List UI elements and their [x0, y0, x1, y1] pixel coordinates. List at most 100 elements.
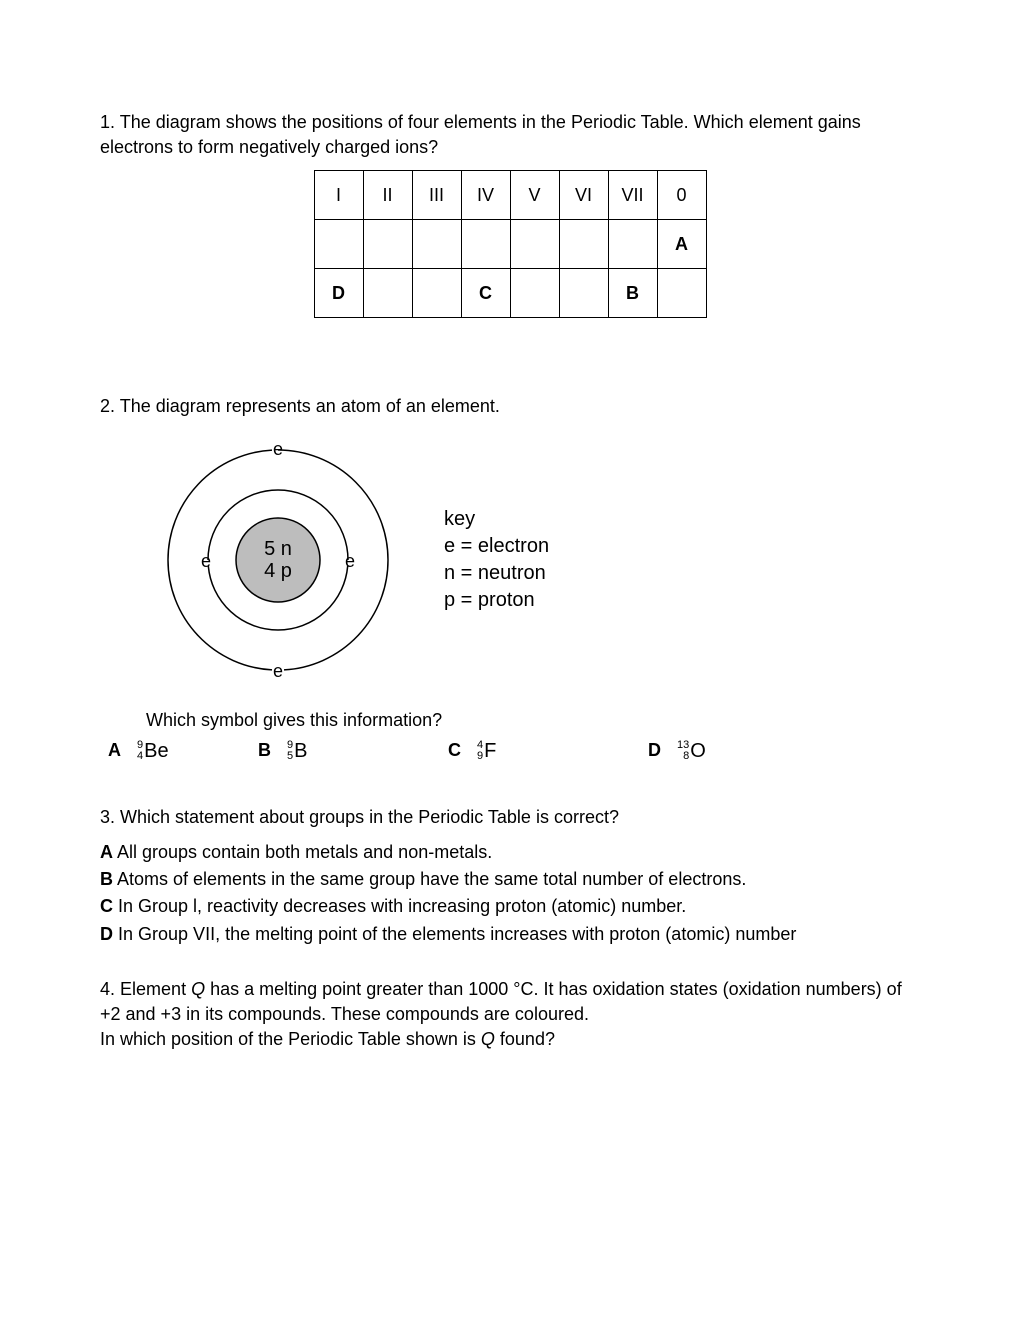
atom-diagram-wrap: 5 n 4 p e e e e key e = electron n = neu…	[148, 430, 920, 690]
question-2: 2. The diagram represents an atom of an …	[100, 394, 920, 764]
option-b: B Atoms of elements in the same group ha…	[100, 867, 920, 892]
q4-line3: In which position of the Periodic Table …	[100, 1027, 920, 1052]
table-header: VII	[608, 171, 657, 220]
key-electron: e = electron	[444, 533, 549, 560]
q1-number: 1.	[100, 112, 115, 132]
table-header: 0	[657, 171, 706, 220]
electron-label: e	[273, 439, 283, 459]
element-q: Q	[481, 1029, 495, 1049]
q2-number: 2.	[100, 396, 115, 416]
nucleus-proton-label: 4 p	[264, 560, 292, 582]
table-header: II	[363, 171, 412, 220]
choice-label: C	[448, 738, 461, 763]
option-text: In Group l, reactivity decreases with in…	[118, 896, 686, 916]
table-cell	[412, 220, 461, 269]
element-q: Q	[191, 979, 205, 999]
q2-prompt: The diagram represents an atom of an ele…	[120, 396, 500, 416]
option-text: In Group VII, the melting point of the e…	[118, 924, 796, 944]
element-symbol: F	[484, 737, 496, 765]
q3-text: 3. Which statement about groups in the P…	[100, 805, 920, 830]
q1-periodic-table: I II III IV V VI VII 0 A D	[314, 170, 707, 318]
q4-number: 4.	[100, 979, 115, 999]
question-4: 4. Element Q has a melting point greater…	[100, 977, 920, 1053]
option-text: All groups contain both metals and non-m…	[117, 842, 492, 862]
option-d: D In Group VII, the melting point of the…	[100, 922, 920, 947]
choice-d: D 13 8 O	[648, 737, 798, 765]
table-cell	[559, 220, 608, 269]
key-neutron: n = neutron	[444, 560, 549, 587]
atom-diagram: 5 n 4 p e e e e	[148, 430, 408, 690]
q2-subquestion: Which symbol gives this information?	[146, 708, 920, 733]
option-label: A	[100, 842, 113, 862]
isotope-notation: 13 8 O	[677, 737, 706, 765]
page: 1. The diagram shows the positions of fo…	[0, 0, 1020, 1152]
isotope-notation: 4 9 F	[477, 737, 496, 765]
choice-c: C 4 9 F	[448, 737, 648, 765]
atomic-number: 8	[677, 751, 689, 762]
q3-number: 3.	[100, 807, 115, 827]
option-a: A All groups contain both metals and non…	[100, 840, 920, 865]
isotope-notation: 9 4 Be	[137, 737, 169, 765]
q4-line3-part1: In which position of the Periodic Table …	[100, 1029, 481, 1049]
choice-label: B	[258, 738, 271, 763]
option-c: C In Group l, reactivity decreases with …	[100, 894, 920, 919]
table-cell	[657, 269, 706, 318]
table-cell	[510, 220, 559, 269]
option-label: C	[100, 896, 113, 916]
table-row: D C B	[314, 269, 706, 318]
atomic-number: 4	[137, 751, 143, 762]
table-header: IV	[461, 171, 510, 220]
table-header: V	[510, 171, 559, 220]
option-label: D	[100, 924, 113, 944]
q4-line1: 4. Element Q has a melting point greater…	[100, 977, 920, 1002]
q3-options: A All groups contain both metals and non…	[100, 840, 920, 947]
table-cell	[510, 269, 559, 318]
q4-line2: +2 and +3 in its compounds. These compou…	[100, 1002, 920, 1027]
option-text: Atoms of elements in the same group have…	[117, 869, 746, 889]
table-cell: A	[657, 220, 706, 269]
question-3: 3. Which statement about groups in the P…	[100, 805, 920, 947]
table-row: I II III IV V VI VII 0	[314, 171, 706, 220]
q4-text-part1: Element	[120, 979, 191, 999]
key-proton: p = proton	[444, 587, 549, 614]
table-cell: B	[608, 269, 657, 318]
element-symbol: O	[690, 737, 706, 765]
q4-text-part2: has a melting point greater than 1000 °C…	[205, 979, 902, 999]
electron-label: e	[201, 551, 211, 571]
atomic-number: 5	[287, 751, 293, 762]
atomic-number: 9	[477, 751, 483, 762]
table-row: A	[314, 220, 706, 269]
isotope-notation: 9 5 B	[287, 737, 307, 765]
element-symbol: B	[294, 737, 307, 765]
table-cell: D	[314, 269, 363, 318]
q4-line3-part2: found?	[495, 1029, 555, 1049]
table-cell	[314, 220, 363, 269]
option-label: B	[100, 869, 113, 889]
table-cell	[412, 269, 461, 318]
q1-prompt: The diagram shows the positions of four …	[100, 112, 861, 157]
choice-label: D	[648, 738, 661, 763]
q2-choices: A 9 4 Be B 9 5 B	[108, 737, 920, 765]
question-1: 1. The diagram shows the positions of fo…	[100, 110, 920, 318]
table-cell	[559, 269, 608, 318]
key-block: key e = electron n = neutron p = proton	[444, 506, 549, 614]
electron-label: e	[273, 661, 283, 681]
key-title: key	[444, 506, 549, 533]
table-cell	[461, 220, 510, 269]
table-header: I	[314, 171, 363, 220]
q2-text: 2. The diagram represents an atom of an …	[100, 394, 920, 419]
electron-label: e	[345, 551, 355, 571]
table-cell	[363, 220, 412, 269]
element-symbol: Be	[144, 737, 168, 765]
table-header: III	[412, 171, 461, 220]
q1-text: 1. The diagram shows the positions of fo…	[100, 110, 920, 160]
table-cell	[363, 269, 412, 318]
q3-prompt: Which statement about groups in the Peri…	[120, 807, 619, 827]
choice-label: A	[108, 738, 121, 763]
table-cell: C	[461, 269, 510, 318]
choice-b: B 9 5 B	[258, 737, 448, 765]
choice-a: A 9 4 Be	[108, 737, 258, 765]
nucleus-neutron-label: 5 n	[264, 538, 292, 560]
table-header: VI	[559, 171, 608, 220]
table-cell	[608, 220, 657, 269]
